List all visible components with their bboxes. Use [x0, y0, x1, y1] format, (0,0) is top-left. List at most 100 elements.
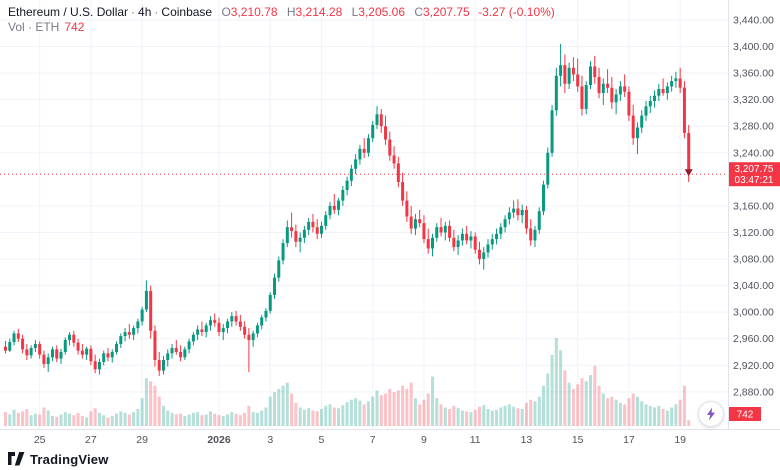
candle [687, 132, 691, 175]
candle [490, 239, 494, 245]
candle [623, 86, 627, 92]
candle [358, 148, 362, 160]
candle [161, 359, 165, 371]
candle [682, 87, 686, 133]
candle [614, 94, 618, 103]
candle [362, 148, 366, 153]
candle [290, 227, 294, 232]
candle [208, 320, 212, 326]
candle [601, 83, 605, 94]
candle [174, 348, 178, 352]
symbol-name[interactable]: Ethereum / U.S. Dollar [8, 5, 129, 19]
candle [422, 223, 426, 240]
candle [627, 91, 631, 116]
candle [477, 249, 481, 260]
candle [426, 239, 430, 249]
time-axis-label: 19 [674, 434, 686, 446]
open-value: 3,210.78 [230, 5, 278, 19]
candle [80, 350, 84, 355]
candle [191, 334, 195, 342]
legend-separator: · [154, 5, 159, 19]
candle [16, 333, 20, 339]
candle [507, 212, 511, 220]
high-value: 3,214.28 [295, 5, 343, 19]
candle [448, 225, 452, 238]
chart-canvas[interactable]: 3,440.00 3,400.00 3,360.00 3,320.00 3,280.00… [0, 0, 780, 448]
candle [179, 352, 183, 358]
lightning-button[interactable] [698, 401, 724, 427]
candle [213, 320, 217, 323]
candle [315, 227, 319, 234]
exchange-label[interactable]: Coinbase [161, 5, 213, 19]
candle [127, 332, 131, 335]
candle [337, 200, 341, 210]
price-axis[interactable]: 3,440.00 3,400.00 3,360.00 3,320.00 3,280.00… [733, 15, 774, 399]
candle [618, 86, 622, 95]
candle [392, 155, 396, 164]
candle [366, 138, 370, 153]
price-axis-label: 2,880.00 [733, 386, 774, 398]
candle [375, 114, 379, 125]
candle [546, 152, 550, 185]
candle [435, 227, 439, 238]
candle [516, 208, 520, 216]
candle [597, 77, 601, 94]
candle [8, 342, 12, 351]
candle [533, 229, 537, 241]
candle [631, 115, 635, 139]
candle [140, 309, 144, 322]
candle [281, 243, 285, 261]
price-axis-label: 3,400.00 [733, 41, 774, 53]
candle [123, 332, 127, 337]
candle [89, 348, 93, 362]
candle [328, 205, 332, 216]
candle [661, 89, 665, 94]
interval-label[interactable]: 4h [138, 5, 152, 19]
close-label: C [414, 5, 424, 19]
candle [473, 236, 477, 250]
candle [678, 78, 682, 88]
price-axis-label: 2,920.00 [733, 360, 774, 372]
candle [503, 219, 507, 228]
candle [345, 180, 349, 190]
candle [76, 342, 80, 351]
lightning-icon [707, 407, 715, 421]
tradingview-logo[interactable]: TradingView [8, 449, 109, 469]
candle [512, 208, 516, 213]
candle [452, 237, 456, 248]
candle [405, 200, 409, 217]
candle [302, 229, 306, 238]
candle [277, 260, 281, 278]
candle [217, 322, 221, 333]
price-axis-label: 3,160.00 [733, 200, 774, 212]
time-axis[interactable]: 25 27 29 2026 3 5 7 9 11 13 15 17 19 [34, 434, 686, 446]
candle [221, 328, 225, 333]
candle [68, 334, 72, 341]
candle [529, 228, 533, 241]
candle [559, 65, 563, 76]
candle [144, 290, 148, 310]
candle [443, 225, 447, 233]
candle [285, 227, 289, 244]
candle [371, 124, 375, 139]
time-axis-label: 17 [623, 434, 635, 446]
candle [166, 353, 170, 360]
candle [46, 357, 50, 364]
candle [294, 231, 298, 242]
candle [567, 67, 571, 84]
time-axis-label: 13 [521, 434, 533, 446]
candle [460, 233, 464, 241]
candle [674, 78, 678, 82]
candle [234, 316, 238, 322]
candle [136, 321, 140, 329]
candle [657, 89, 661, 96]
candle [247, 334, 251, 341]
candle [226, 321, 230, 329]
candle [584, 85, 588, 109]
candle [635, 127, 639, 139]
volume-layer [4, 338, 691, 426]
candle [115, 344, 119, 352]
candle [170, 348, 174, 354]
volume-study-label[interactable]: Vol · ETH [8, 20, 60, 34]
candle [260, 317, 264, 326]
